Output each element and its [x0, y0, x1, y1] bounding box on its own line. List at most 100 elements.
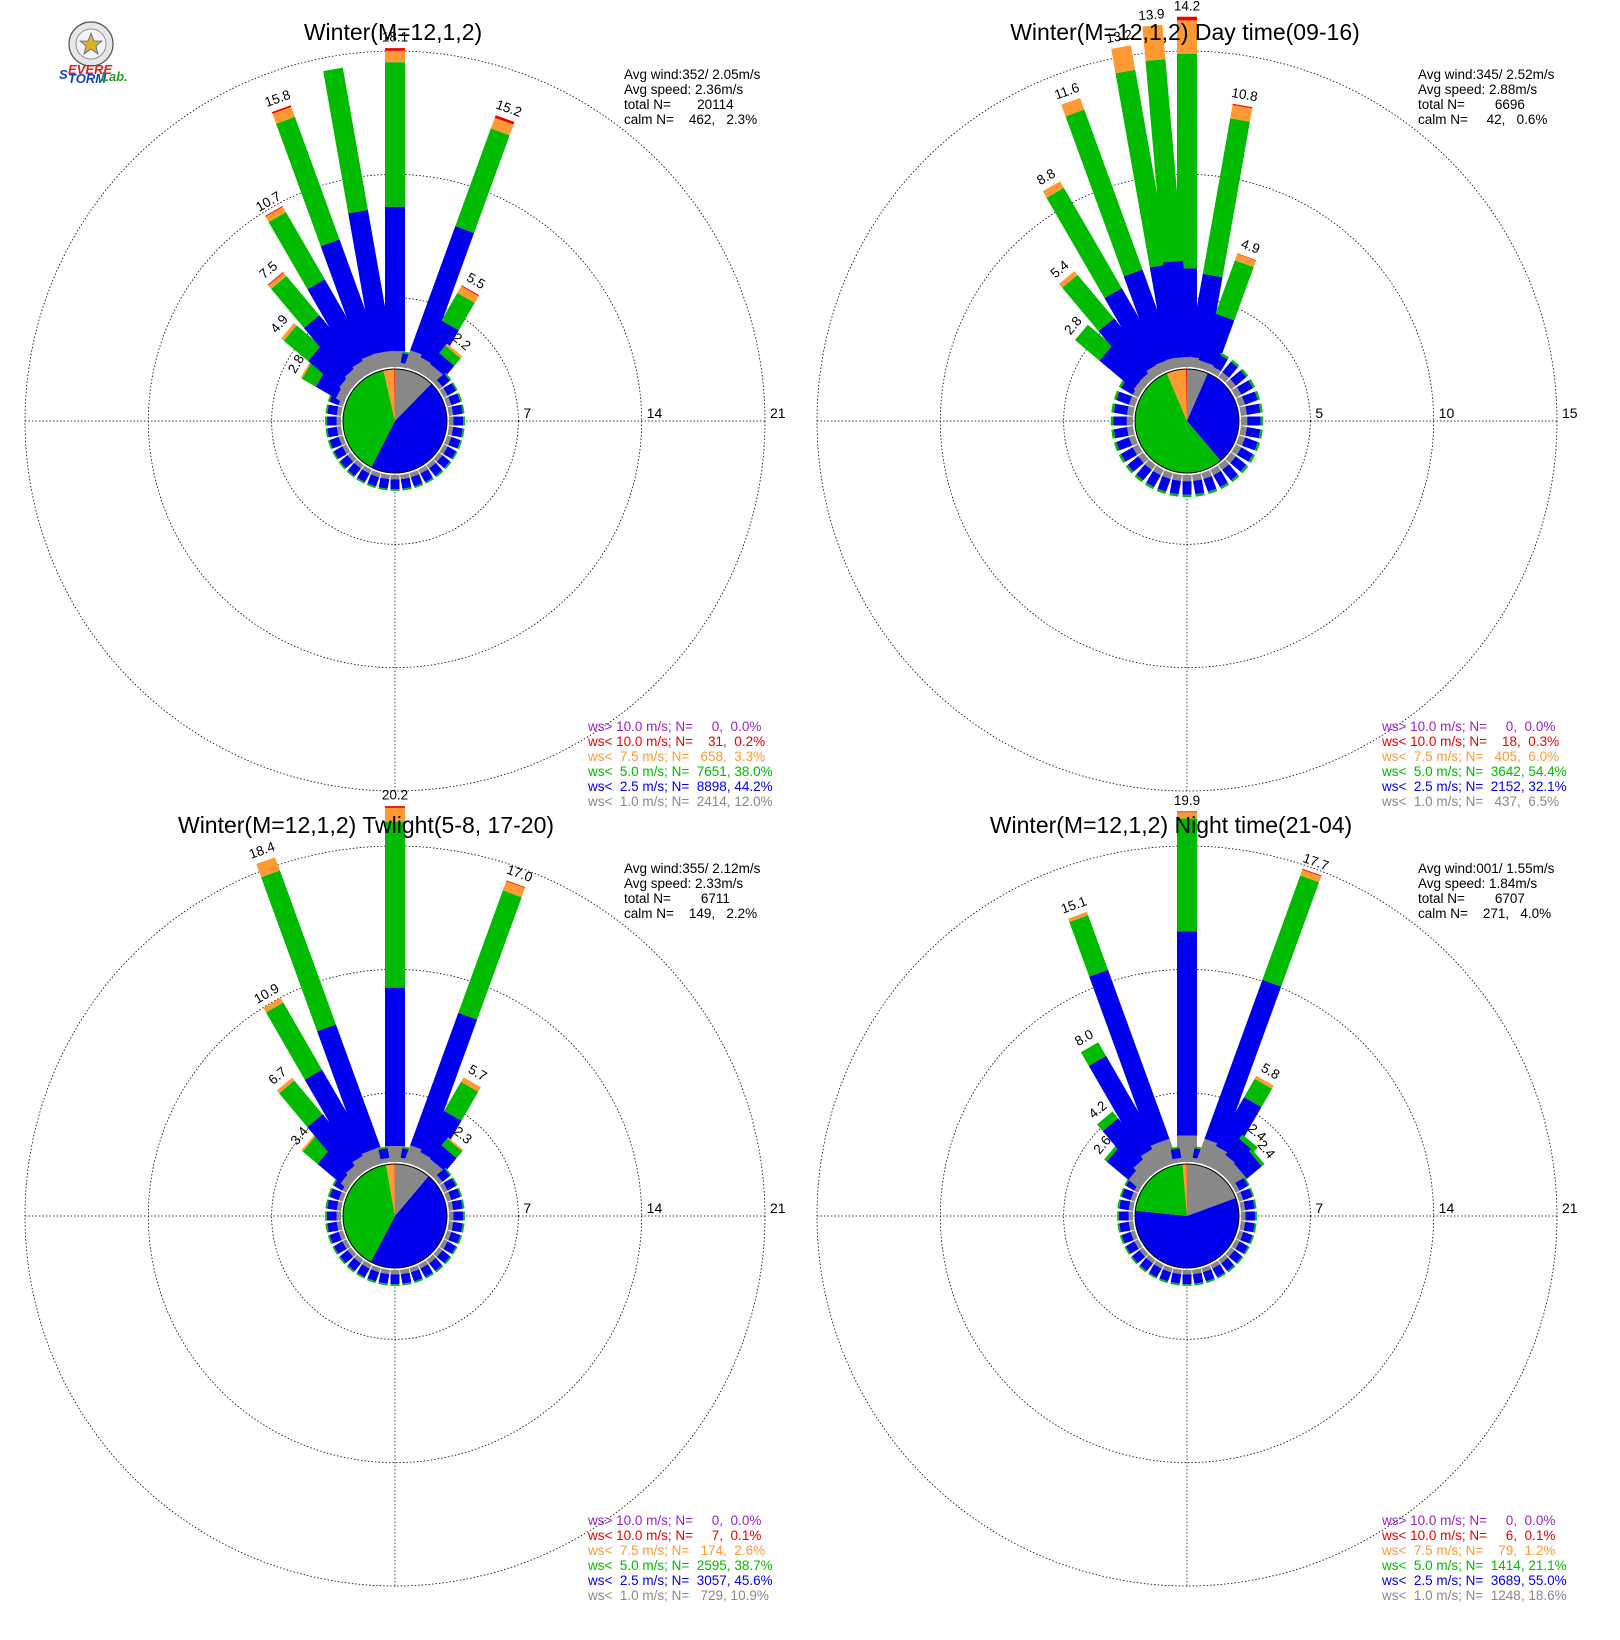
bar-stub	[1239, 403, 1263, 417]
bar-stub	[1218, 359, 1240, 383]
bar-segment	[1230, 370, 1247, 386]
bar-segment	[1061, 98, 1085, 117]
bar-segment	[1128, 1201, 1135, 1212]
grid-circle	[271, 297, 519, 545]
bar-segment	[409, 470, 420, 478]
bar-segment	[1163, 260, 1192, 359]
bar-segment	[1239, 425, 1247, 436]
bar-stub	[325, 1220, 343, 1233]
bar-segment	[1104, 1144, 1120, 1162]
bar-segment	[444, 1230, 452, 1241]
bar-segment	[439, 387, 448, 398]
windrose-panel-2: 5 10 1514.210.84.92.85.48.811.613.213.9Win…	[816, 0, 1578, 809]
radial-tick-label: 21	[770, 1200, 786, 1216]
bar-stub	[1182, 1270, 1192, 1286]
bar-segment	[338, 461, 346, 470]
bar-segment	[420, 469, 433, 483]
bar-segment	[1235, 1241, 1249, 1254]
pie-outline	[342, 368, 448, 474]
bar-segment	[390, 1270, 400, 1275]
pie-slice	[371, 383, 448, 474]
bar-segment	[346, 1265, 355, 1273]
bar-stub	[447, 425, 465, 438]
bar-stub	[399, 1268, 412, 1286]
bar-stub	[1145, 465, 1164, 490]
bar-segment	[1255, 1211, 1257, 1221]
bar-segment	[433, 380, 443, 390]
bar-stub	[439, 1177, 458, 1193]
stats-line: Avg speed: 1.84m/s	[1418, 876, 1537, 891]
bar-segment	[410, 226, 475, 358]
bar-segment	[1120, 380, 1138, 395]
bar-segment	[1170, 1148, 1182, 1160]
bar-segment	[1215, 1097, 1262, 1156]
radial-tick-label: 7	[523, 405, 531, 421]
bar-segment	[444, 1191, 452, 1202]
bar-stub	[1169, 473, 1183, 497]
bar-stub	[1170, 1146, 1183, 1164]
pie-slice	[383, 369, 395, 421]
legend-entry: ws< 7.5 m/s; N= 174, 2.6%	[587, 1543, 765, 1558]
bar-segment	[443, 1241, 457, 1254]
pie-slice	[1186, 368, 1187, 421]
pie-slice	[1187, 368, 1208, 421]
bar-segment	[1192, 1272, 1204, 1284]
bar-segment	[444, 461, 452, 470]
bar-segment	[332, 1246, 339, 1255]
bar-value-label: 4.9	[1239, 236, 1262, 257]
bar-segment	[1245, 427, 1261, 439]
bar-segment	[1236, 435, 1246, 446]
bar-segment	[1217, 1272, 1226, 1279]
bar-stub	[332, 444, 351, 460]
bar-segment	[1128, 435, 1138, 446]
bar-segment	[1182, 1284, 1192, 1286]
bar-segment	[1202, 1269, 1215, 1282]
bar-segment	[439, 444, 448, 455]
bar-segment	[327, 1235, 333, 1245]
bar-segment	[1121, 1188, 1134, 1201]
bar-segment	[449, 416, 454, 426]
bar-segment	[304, 1069, 370, 1162]
bar-segment	[276, 116, 340, 247]
bar-stub	[1210, 1260, 1226, 1279]
bar-segment	[1244, 1078, 1272, 1108]
bar-segment	[1177, 812, 1197, 819]
bar-segment	[448, 436, 461, 449]
bar-segment	[268, 212, 325, 290]
bar-segment	[1182, 481, 1192, 495]
bar-segment	[451, 426, 463, 438]
bar-segment	[1182, 1274, 1192, 1285]
bar-segment	[1218, 459, 1230, 470]
legend-entry: ws< 5.0 m/s; N= 1414, 21.1%	[1381, 1558, 1567, 1573]
pie-slice	[343, 1164, 395, 1262]
direction-bar: 17.0	[404, 862, 535, 1169]
bar-segment	[327, 1199, 339, 1211]
bar-segment	[1258, 403, 1263, 413]
bar-segment	[1170, 1146, 1180, 1150]
bar-segment	[1177, 1135, 1197, 1162]
bar-segment	[1258, 429, 1263, 439]
bar-stub	[327, 1230, 346, 1245]
bar-segment	[320, 239, 381, 359]
bar-segment	[444, 372, 452, 381]
bar-segment	[457, 286, 479, 303]
bar-segment	[1075, 324, 1113, 361]
bar-segment	[1247, 416, 1261, 426]
bar-segment	[1149, 1264, 1162, 1278]
pie-slice	[1135, 373, 1221, 474]
bar-segment	[453, 1211, 464, 1221]
pie-slice	[1187, 1164, 1236, 1216]
bar-segment	[385, 806, 405, 808]
bar-segment	[326, 1211, 337, 1221]
bar-value-label: 10.8	[1230, 85, 1258, 104]
bar-segment	[420, 320, 459, 367]
bar-segment	[1117, 1223, 1121, 1233]
direction-bar: 19.9	[1174, 793, 1200, 1162]
stats-line: total N= 6696	[1418, 97, 1525, 112]
bar-segment	[267, 272, 284, 286]
radial-tick-label: 5	[1315, 405, 1323, 421]
bar-segment	[1153, 465, 1164, 476]
pie-slice	[386, 1164, 395, 1216]
bar-stub	[1236, 1230, 1255, 1245]
bar-segment	[1225, 1138, 1255, 1168]
